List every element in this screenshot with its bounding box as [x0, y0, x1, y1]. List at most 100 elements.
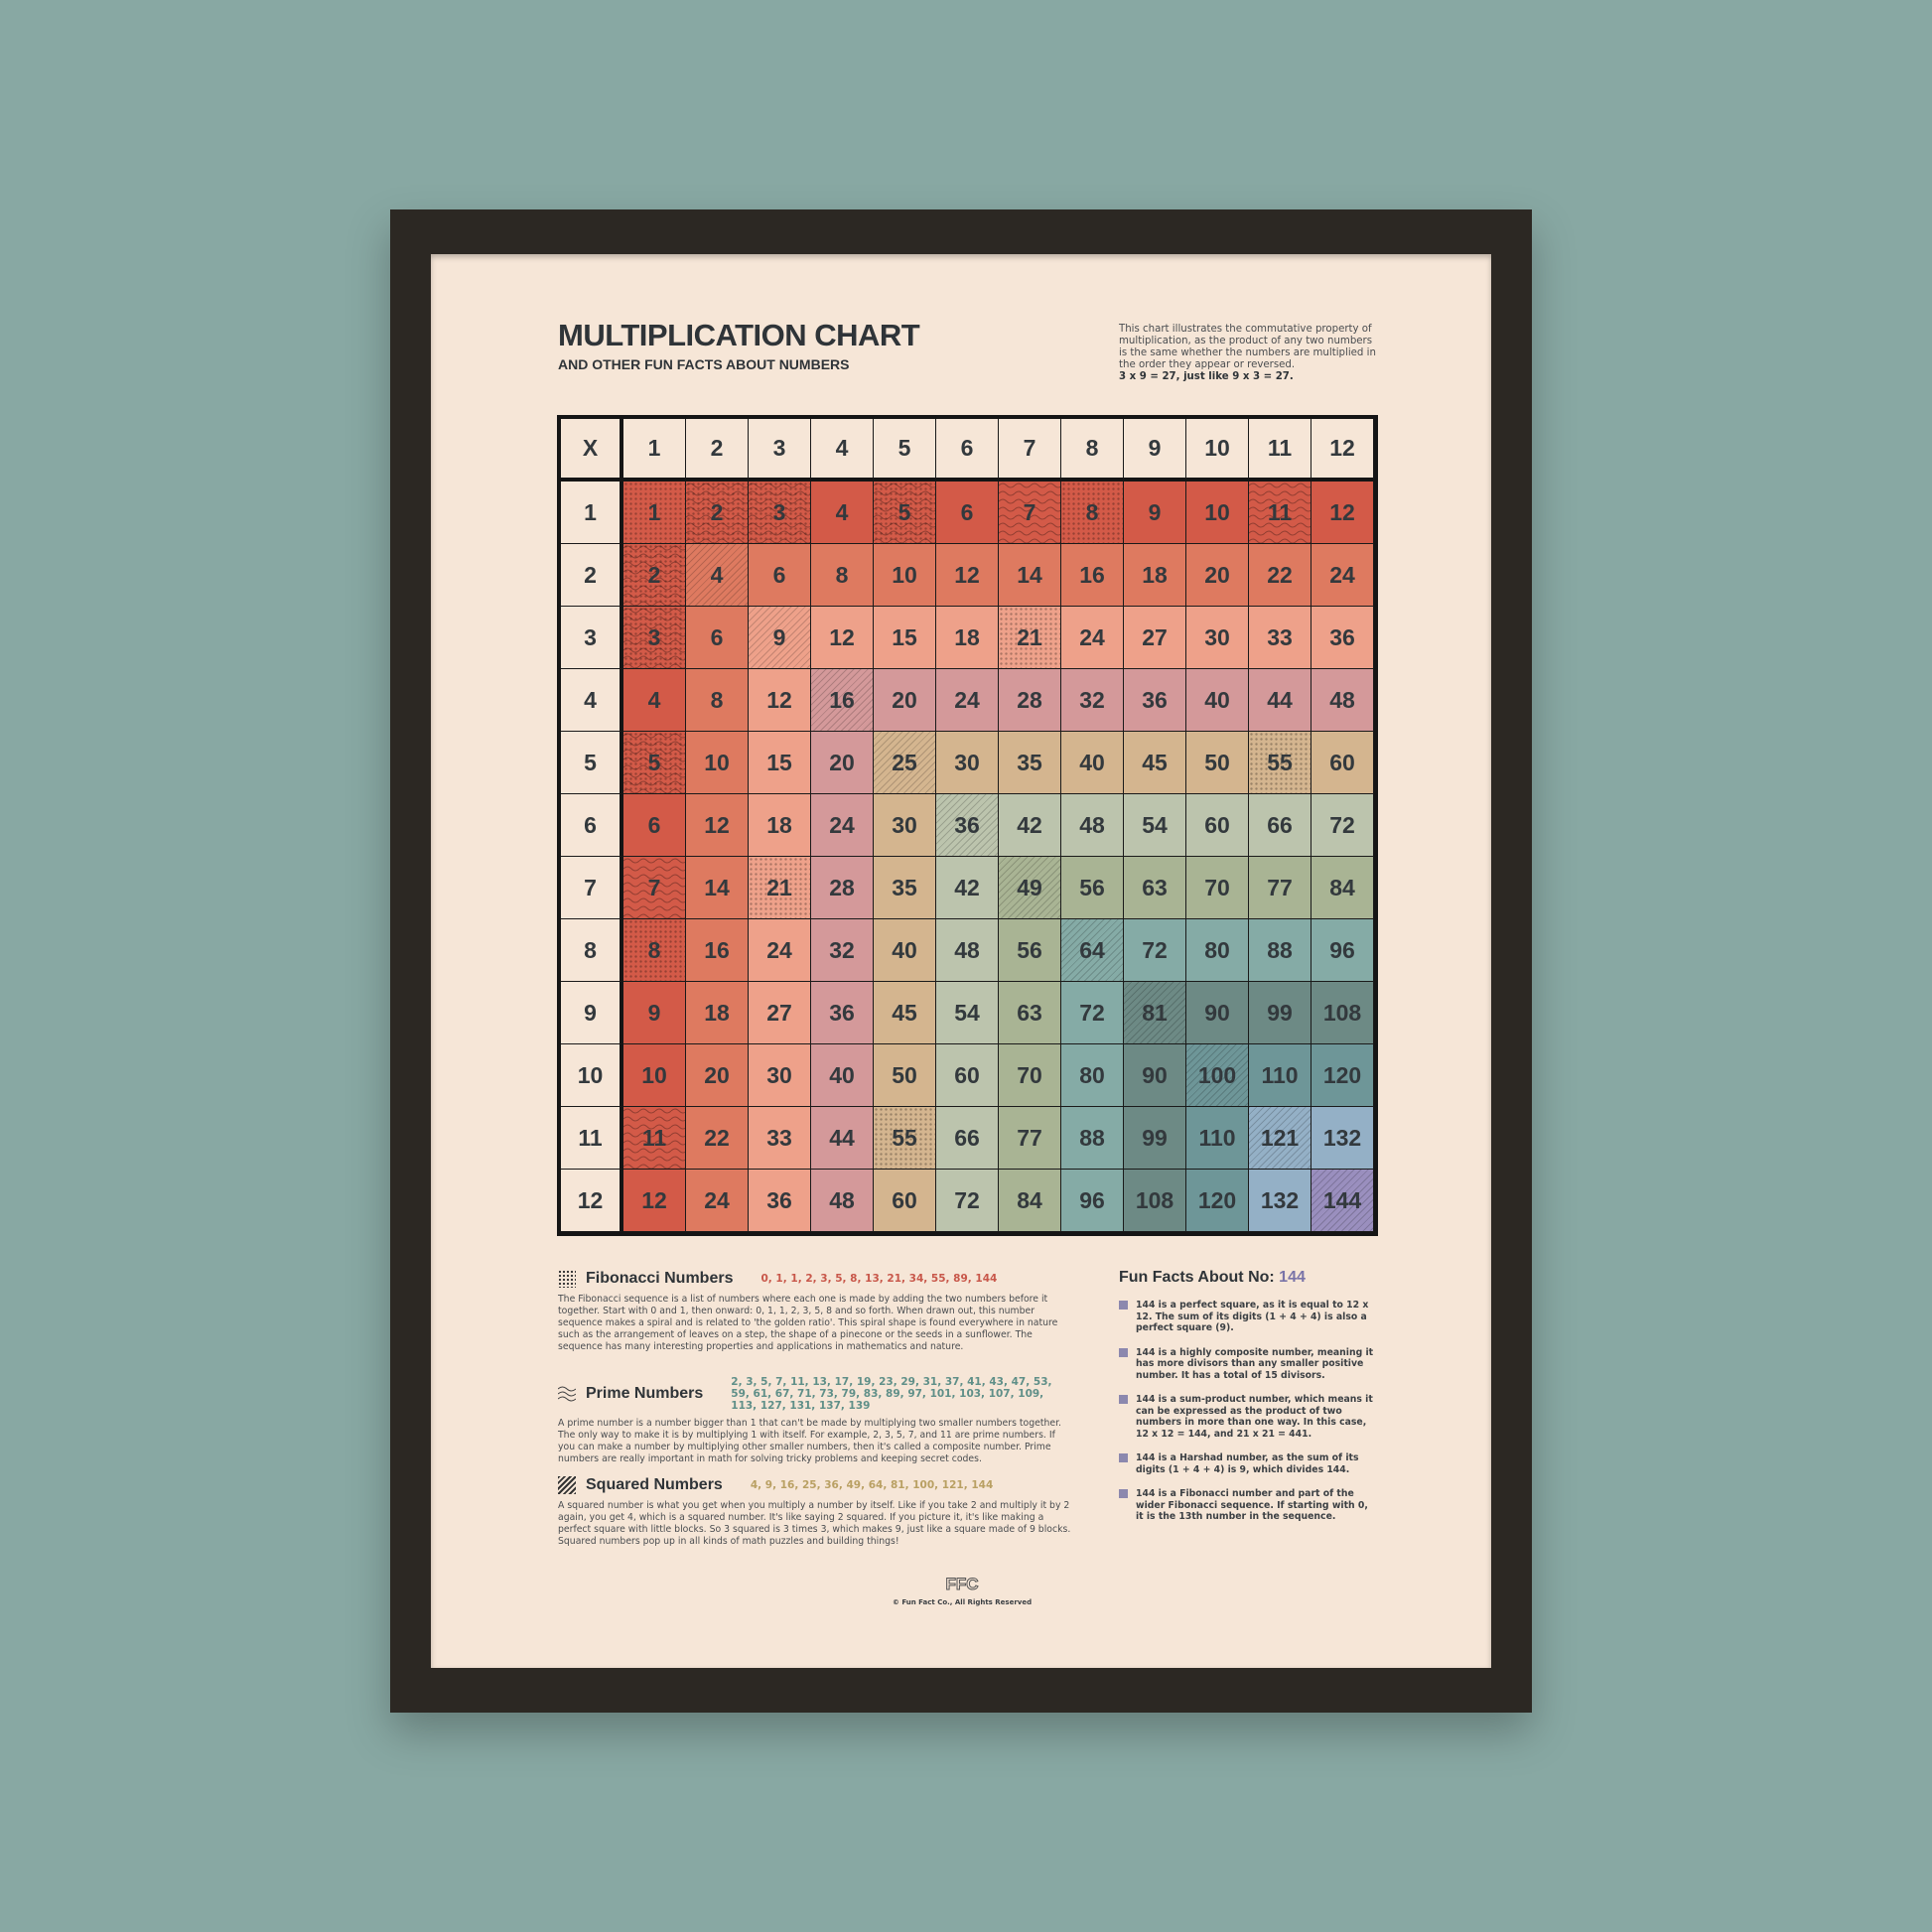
- product-cell-value: 144: [1322, 1186, 1362, 1213]
- product-cell-value: 11: [1267, 498, 1293, 525]
- fun-facts-title: Fun Facts About No: 144: [1119, 1269, 1377, 1287]
- product-cell-value: 40: [1079, 749, 1105, 775]
- product-cell: 49: [999, 857, 1061, 919]
- product-cell-value: 27: [766, 999, 792, 1026]
- product-cell: 12: [623, 1170, 686, 1232]
- square-bullet-icon: [1119, 1301, 1128, 1310]
- product-cell: 42: [999, 794, 1061, 857]
- row-header-value: 9: [584, 999, 597, 1026]
- column-header-value: 12: [1329, 435, 1355, 461]
- product-cell: 15: [874, 607, 936, 669]
- product-cell-value: 14: [704, 874, 730, 900]
- product-cell: 40: [811, 1044, 874, 1107]
- fun-fact-text: 144 is a perfect square, as it is equal …: [1136, 1300, 1369, 1333]
- row-header-value: 7: [584, 874, 597, 900]
- product-cell: 33: [749, 1107, 811, 1170]
- product-cell: 10: [874, 544, 936, 607]
- ffc-logo: FFC: [945, 1575, 979, 1594]
- product-cell: 32: [1061, 669, 1124, 732]
- product-cell-value: 32: [829, 936, 855, 963]
- square-bullet-icon: [1119, 1395, 1128, 1404]
- product-cell: 42: [936, 857, 999, 919]
- product-cell: 20: [874, 669, 936, 732]
- product-cell: 72: [1124, 919, 1186, 982]
- product-cell-value: 110: [1261, 1061, 1299, 1088]
- product-cell-value: 110: [1198, 1124, 1236, 1151]
- product-cell-value: 16: [704, 936, 730, 963]
- product-cell: 12: [936, 544, 999, 607]
- product-cell-value: 77: [1267, 874, 1293, 900]
- product-cell: 16: [1061, 544, 1124, 607]
- row-header-value: 4: [584, 686, 597, 713]
- intro-example: 3 x 9 = 27, just like 9 x 3 = 27.: [1119, 371, 1294, 382]
- column-header: 7: [999, 419, 1061, 482]
- column-header: 8: [1061, 419, 1124, 482]
- product-cell-value: 18: [954, 623, 980, 650]
- product-cell: 36: [1311, 607, 1374, 669]
- product-cell: 108: [1124, 1170, 1186, 1232]
- fun-fact-text: 144 is a Fibonacci number and part of th…: [1136, 1488, 1368, 1522]
- column-header: 1: [623, 419, 686, 482]
- product-cell-value: 63: [1142, 874, 1168, 900]
- row-header: 5: [561, 732, 623, 794]
- product-cell: 96: [1061, 1170, 1124, 1232]
- product-cell-value: 48: [1079, 811, 1105, 838]
- row-header-value: 8: [584, 936, 597, 963]
- column-header-value: 4: [835, 435, 849, 461]
- product-cell-value: 24: [1079, 623, 1105, 650]
- product-cell: 18: [749, 794, 811, 857]
- product-cell-value: 9: [647, 999, 661, 1026]
- product-cell: 8: [811, 544, 874, 607]
- product-cell-value: 81: [1142, 999, 1168, 1026]
- product-cell-value: 36: [1142, 686, 1168, 713]
- product-cell: 27: [749, 982, 811, 1044]
- product-cell: 88: [1249, 919, 1311, 982]
- product-cell-value: 108: [1322, 999, 1362, 1026]
- product-cell: 99: [1124, 1107, 1186, 1170]
- row-header-value: 3: [584, 623, 597, 650]
- product-cell-value: 80: [1079, 1061, 1105, 1088]
- product-cell-value: 77: [1017, 1124, 1042, 1151]
- product-cell: 63: [1124, 857, 1186, 919]
- prime-list: 2, 3, 5, 7, 11, 13, 17, 19, 23, 29, 31, …: [731, 1376, 1052, 1412]
- product-cell: 144: [1311, 1170, 1374, 1232]
- product-cell-value: 30: [892, 811, 917, 838]
- product-cell-value: 24: [766, 936, 792, 963]
- product-cell-value: 10: [704, 749, 730, 775]
- squared-list: 4, 9, 16, 25, 36, 49, 64, 81, 100, 121, …: [750, 1479, 994, 1491]
- product-cell-value: 4: [835, 498, 849, 525]
- product-cell-value: 7: [1023, 498, 1036, 525]
- product-cell-value: 44: [829, 1124, 855, 1151]
- product-cell-value: 54: [954, 999, 980, 1026]
- product-cell: 18: [686, 982, 749, 1044]
- product-cell: 48: [1061, 794, 1124, 857]
- product-cell: 48: [936, 919, 999, 982]
- column-header-value: 11: [1267, 435, 1293, 461]
- product-cell-value: 1: [647, 498, 661, 525]
- fun-fact-text: 144 is a highly composite number, meanin…: [1136, 1346, 1374, 1381]
- product-cell-value: 88: [1079, 1124, 1105, 1151]
- product-cell-value: 45: [1142, 749, 1168, 775]
- row-header: 4: [561, 669, 623, 732]
- row-header-value: 10: [577, 1061, 604, 1088]
- fibonacci-body: The Fibonacci sequence is a list of numb…: [558, 1294, 1058, 1352]
- product-cell-value: 28: [829, 874, 855, 900]
- product-cell-value: 72: [1329, 811, 1355, 838]
- poster-subtitle: AND OTHER FUN FACTS ABOUT NUMBERS: [558, 356, 850, 372]
- product-cell: 120: [1186, 1170, 1249, 1232]
- product-cell-value: 60: [954, 1061, 980, 1088]
- copyright: © Fun Fact Co., All Rights Reserved: [892, 1598, 1033, 1606]
- product-cell-value: 9: [772, 623, 786, 650]
- prime-title: Prime Numbers: [586, 1385, 704, 1402]
- product-cell: 48: [1311, 669, 1374, 732]
- product-cell-value: 20: [1204, 561, 1230, 588]
- product-cell-value: 8: [1085, 498, 1099, 525]
- product-cell: 24: [936, 669, 999, 732]
- row-header: 3: [561, 607, 623, 669]
- product-cell: 81: [1124, 982, 1186, 1044]
- product-cell-value: 50: [1204, 749, 1230, 775]
- product-cell-value: 48: [1329, 686, 1355, 713]
- product-cell-value: 24: [829, 811, 855, 838]
- product-cell: 6: [749, 544, 811, 607]
- product-cell-value: 30: [954, 749, 980, 775]
